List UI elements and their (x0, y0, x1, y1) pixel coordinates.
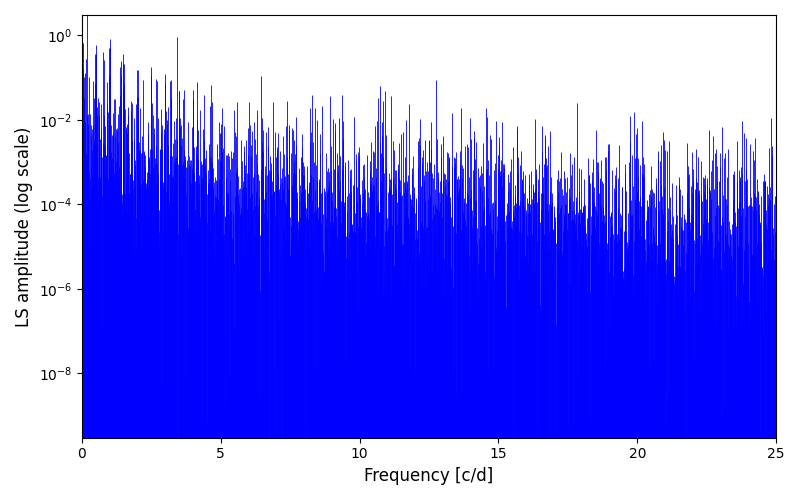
Y-axis label: LS amplitude (log scale): LS amplitude (log scale) (15, 126, 33, 326)
X-axis label: Frequency [c/d]: Frequency [c/d] (364, 467, 494, 485)
